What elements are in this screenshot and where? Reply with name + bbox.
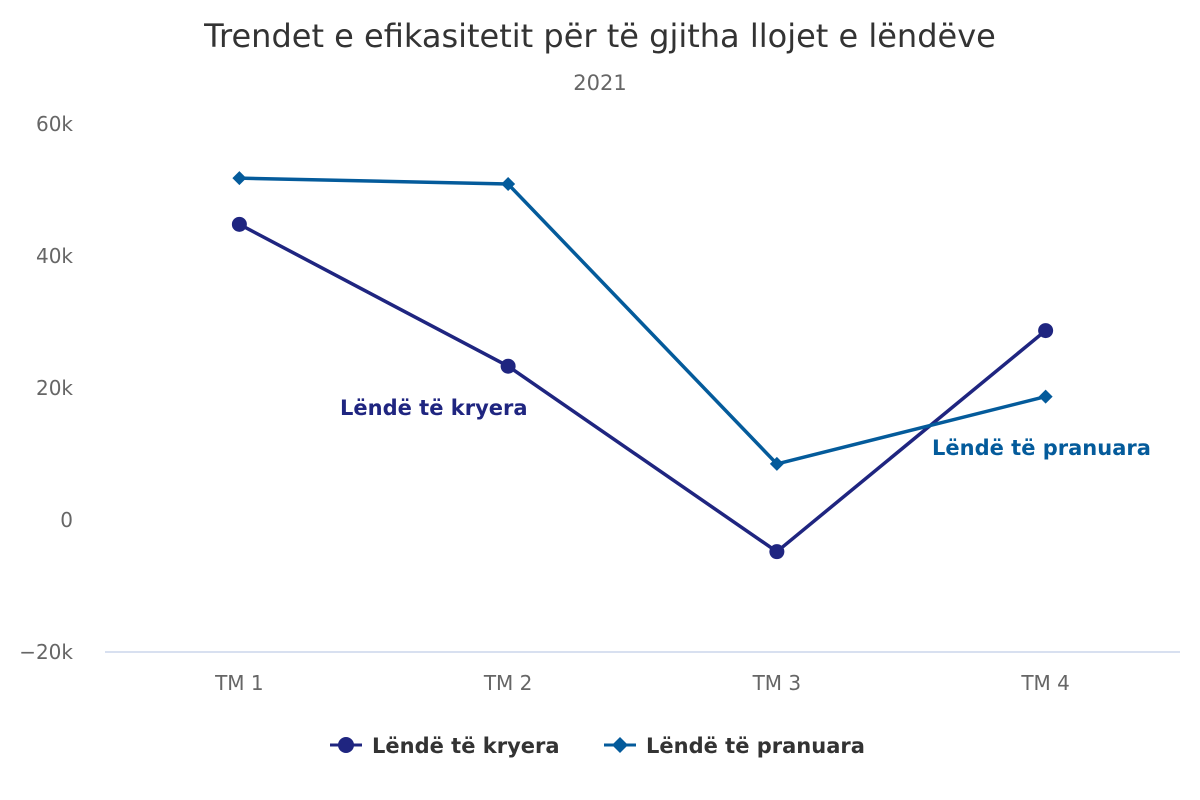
series-layer	[231, 171, 1054, 560]
x-axis: TM 1 TM 2 TM 3 TM 4	[214, 671, 1070, 695]
legend-label-pranuara: Lëndë të pranuara	[646, 734, 865, 758]
x-tick-label: TM 3	[752, 671, 802, 695]
legend: Lëndë të kryera Lëndë të pranuara	[330, 734, 865, 758]
legend-marker-kryera	[338, 737, 354, 753]
y-tick-label: 20k	[36, 376, 73, 400]
data-point	[1038, 389, 1053, 404]
x-tick-label: TM 2	[483, 671, 533, 695]
series-label-kryera: Lëndë të kryera	[340, 396, 528, 420]
legend-item-kryera[interactable]: Lëndë të kryera	[330, 734, 560, 758]
y-axis: −20k 0 20k 40k 60k	[19, 112, 73, 664]
series-line	[237, 176, 1048, 466]
y-tick-label: 0	[60, 508, 73, 532]
y-tick-label: −20k	[19, 640, 73, 664]
data-point	[1038, 323, 1054, 339]
chart-subtitle: 2021	[573, 71, 626, 95]
series-label-pranuara: Lëndë të pranuara	[932, 436, 1151, 460]
x-tick-label: TM 4	[1020, 671, 1070, 695]
y-tick-label: 60k	[36, 112, 73, 136]
series-labels: Lëndë të kryera Lëndë të pranuara	[340, 396, 1151, 460]
legend-item-pranuara[interactable]: Lëndë të pranuara	[604, 734, 865, 758]
legend-marker-pranuara	[612, 737, 628, 753]
data-point	[769, 544, 785, 560]
legend-label-kryera: Lëndë të kryera	[372, 734, 560, 758]
chart-title: Trendet e efikasitetit për të gjitha llo…	[203, 17, 996, 55]
y-tick-label: 40k	[36, 244, 73, 268]
data-point	[500, 358, 516, 374]
data-point	[769, 456, 784, 471]
series-pranuara	[232, 171, 1053, 471]
x-tick-label: TM 1	[214, 671, 264, 695]
data-point	[231, 216, 247, 232]
series-kryera	[231, 216, 1054, 560]
series-line	[237, 222, 1048, 554]
data-point	[501, 177, 516, 192]
data-point	[232, 171, 247, 186]
